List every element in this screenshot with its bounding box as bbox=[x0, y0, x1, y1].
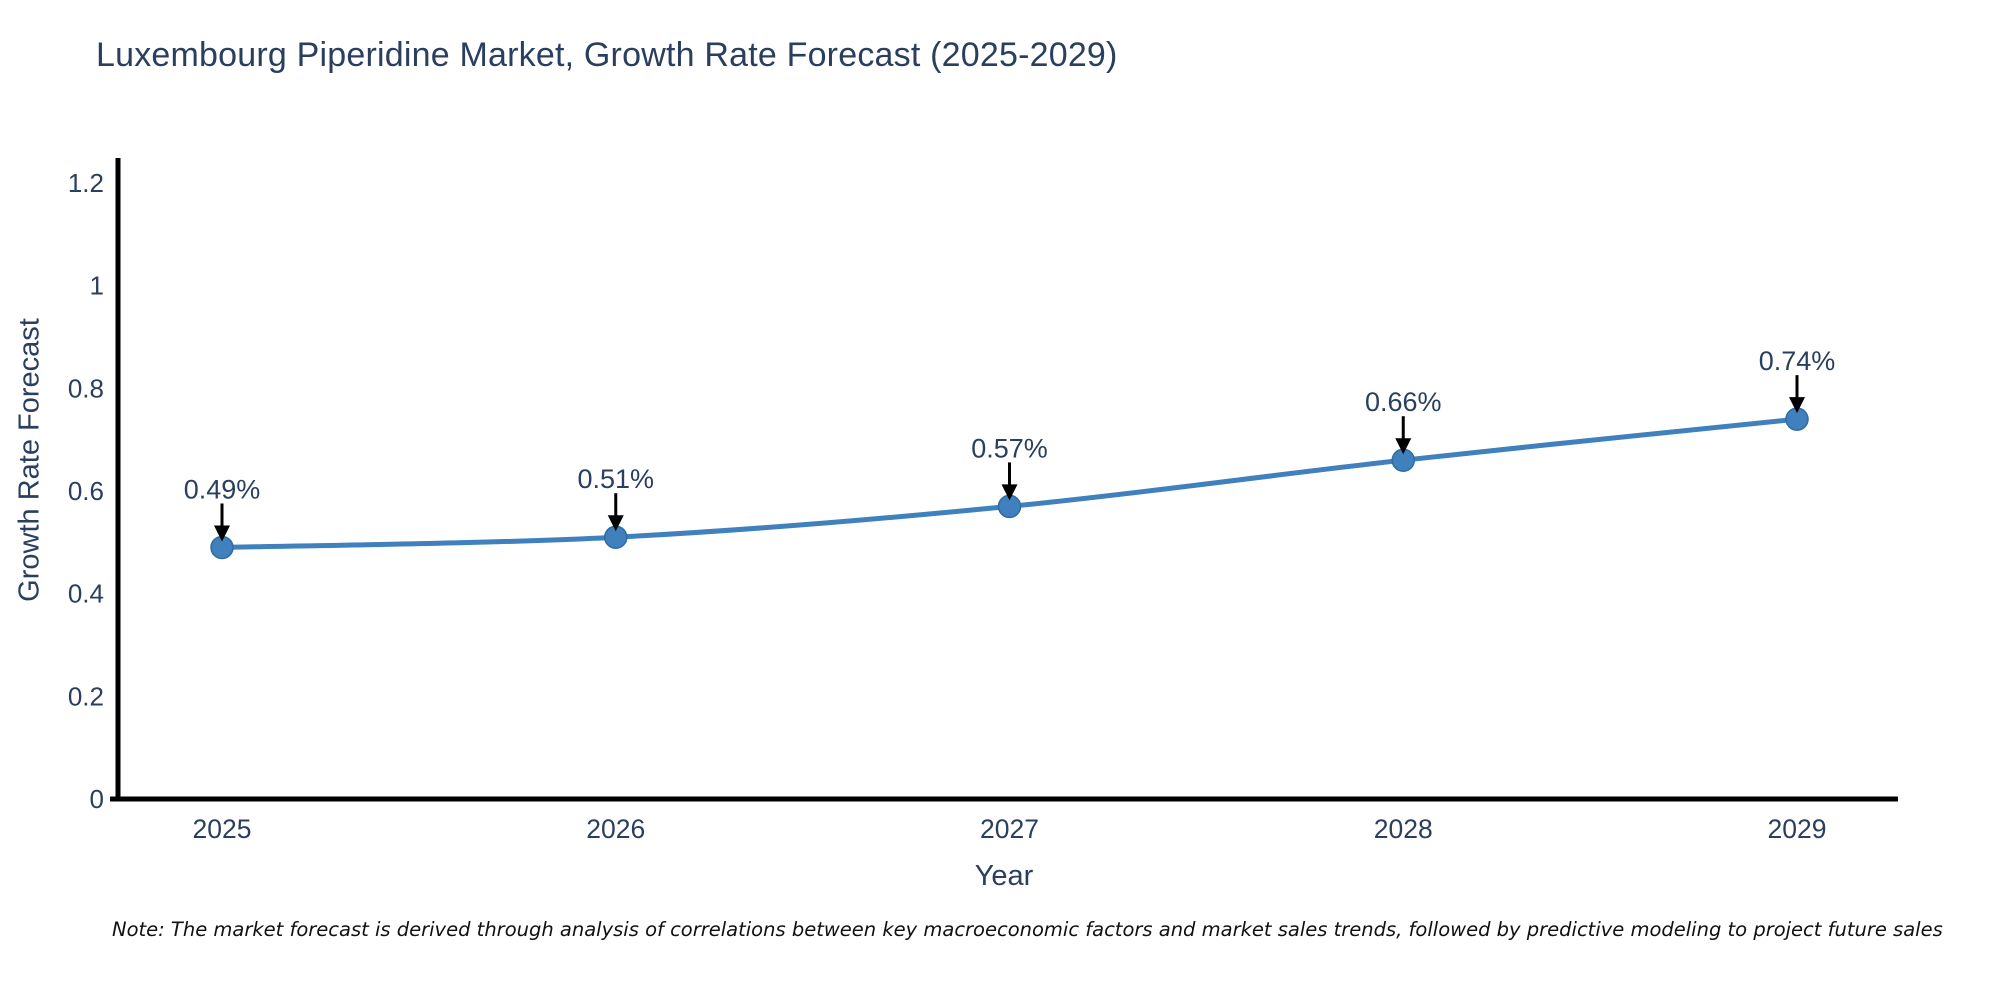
y-tick-label: 0.8 bbox=[68, 373, 104, 403]
data-point-label: 0.74% bbox=[1759, 346, 1836, 376]
x-tick-label: 2029 bbox=[1768, 814, 1827, 844]
y-tick-label: 0.2 bbox=[68, 681, 104, 711]
data-point-label: 0.66% bbox=[1365, 387, 1442, 417]
annotation-arrow-head-icon bbox=[1789, 397, 1805, 414]
y-tick-label: 0.6 bbox=[68, 476, 104, 506]
data-point-label: 0.51% bbox=[577, 464, 654, 494]
y-axis-title: Growth Rate Forecast bbox=[13, 318, 46, 602]
x-tick-label: 2028 bbox=[1374, 814, 1433, 844]
x-tick-label: 2025 bbox=[193, 814, 252, 844]
chart-footnote: Note: The market forecast is derived thr… bbox=[112, 918, 1943, 941]
x-tick-label: 2026 bbox=[586, 814, 645, 844]
x-tick-label: 2027 bbox=[980, 814, 1039, 844]
annotation-arrow-head-icon bbox=[1001, 484, 1018, 501]
chart-title: Luxembourg Piperidine Market, Growth Rat… bbox=[96, 36, 1118, 74]
y-tick-label: 1.2 bbox=[68, 168, 104, 198]
y-tick-label: 0.4 bbox=[68, 579, 104, 609]
y-tick-label: 1 bbox=[90, 271, 104, 301]
data-point-label: 0.57% bbox=[971, 433, 1048, 463]
annotation-arrow-head-icon bbox=[1395, 438, 1412, 455]
annotation-arrow-head-icon bbox=[214, 525, 230, 542]
annotation-arrow-head-icon bbox=[607, 515, 624, 532]
x-axis-title: Year bbox=[974, 860, 1034, 892]
y-tick-label: 0 bbox=[90, 784, 104, 814]
data-point-label: 0.49% bbox=[184, 474, 261, 504]
